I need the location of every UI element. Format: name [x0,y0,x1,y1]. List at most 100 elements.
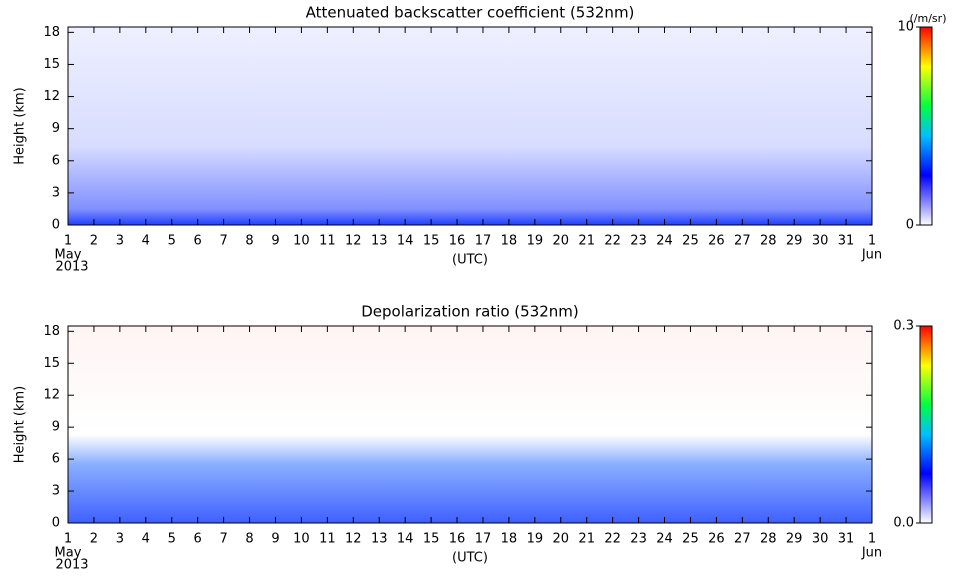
x-tick-label: 8 [245,532,253,547]
x-tick-label: 1 [64,532,72,547]
x-tick-label: 7 [219,234,227,249]
colorbar-tick-label: 0.3 [893,319,914,334]
y-tick-label: 9 [52,121,60,136]
chart-title: Attenuated backscatter coefficient (532n… [306,4,635,22]
y-tick-label: 18 [43,25,60,40]
x-tick-label: 23 [630,532,647,547]
x-tick-label: 11 [319,532,336,547]
x-tick-label: 16 [449,234,466,249]
y-tick-label: 0 [52,516,60,531]
y-tick-label: 12 [43,388,60,403]
end-month: Jun [861,248,882,263]
start-month: May [55,248,82,263]
image-field [68,27,872,225]
x-tick-label: 12 [345,234,362,249]
y-tick-label: 9 [52,420,60,435]
y-axis-label: Height (km) [13,386,28,463]
x-tick-label: 13 [371,234,388,249]
y-axis-label: Height (km) [13,87,28,164]
image-field [68,326,872,523]
x-tick-label: 31 [838,532,855,547]
x-tick-label: 4 [142,234,150,249]
x-tick-label: 25 [682,234,699,249]
charts: Attenuated backscatter coefficient (532n… [13,4,947,573]
x-tick-label: 3 [116,532,124,547]
x-tick-label: 21 [578,532,595,547]
x-tick-label: 5 [168,234,176,249]
x-tick-label: 28 [760,234,777,249]
colorbar-tick-label: 0.0 [893,516,914,531]
x-tick-label: 19 [527,532,544,547]
colorbar-tick-label: 0 [906,218,914,233]
x-tick-label: 22 [604,234,621,249]
x-tick-label: 12 [345,532,362,547]
y-tick-label: 0 [52,218,60,233]
x-tick-label: 26 [708,234,725,249]
x-tick-label: 2 [90,234,98,249]
plot-frame [67,325,873,524]
x-tick-label: 6 [194,234,202,249]
x-tick-label: 27 [734,532,751,547]
x-tick-label: 2 [90,532,98,547]
x-tick-label: 10 [293,532,310,547]
x-tick-label: 21 [578,234,595,249]
x-tick-label: 6 [194,532,202,547]
x-tick-label: 15 [423,532,440,547]
x-tick-label: 28 [760,532,777,547]
x-tick-label: 11 [319,234,336,249]
year: 2013 [55,558,88,573]
y-tick-label: 18 [43,324,60,339]
colorbar-label: (/m/sr) [910,12,947,25]
x-tick-label: 20 [553,234,570,249]
end-month: Jun [861,546,882,561]
x-tick-label: 7 [219,532,227,547]
x-tick-label: 25 [682,532,699,547]
start-month: May [55,546,82,561]
y-tick-label: 6 [52,153,60,168]
y-tick-label: 12 [43,89,60,104]
year: 2013 [55,260,88,275]
colorbar [919,26,933,226]
x-tick-label: 30 [812,532,829,547]
x-axis-label: (UTC) [452,551,488,566]
x-tick-label: 17 [475,532,492,547]
x-tick-label: 19 [527,234,544,249]
x-tick-label: 1 [868,234,876,249]
chart-title: Depolarization ratio (532nm) [361,303,579,321]
x-tick-label: 9 [271,532,279,547]
x-tick-label: 9 [271,234,279,249]
x-tick-label: 1 [64,234,72,249]
x-tick-label: 20 [553,532,570,547]
x-tick-label: 29 [786,532,803,547]
x-tick-label: 1 [868,532,876,547]
x-tick-label: 29 [786,234,803,249]
x-tick-label: 17 [475,234,492,249]
x-tick-label: 30 [812,234,829,249]
x-tick-label: 18 [501,532,518,547]
x-tick-label: 26 [708,532,725,547]
x-tick-label: 3 [116,234,124,249]
x-tick-label: 31 [838,234,855,249]
x-tick-label: 15 [423,234,440,249]
x-tick-label: 8 [245,234,253,249]
x-tick-label: 4 [142,532,150,547]
y-tick-label: 3 [52,484,60,499]
x-axis-label: (UTC) [452,253,488,268]
x-tick-label: 14 [397,234,414,249]
y-tick-label: 3 [52,185,60,200]
x-tick-label: 13 [371,532,388,547]
x-tick-label: 16 [449,532,466,547]
x-tick-label: 18 [501,234,518,249]
y-tick-label: 15 [43,57,60,72]
x-tick-label: 27 [734,234,751,249]
y-tick-label: 15 [43,356,60,371]
x-tick-label: 24 [656,532,673,547]
x-tick-label: 22 [604,532,621,547]
x-tick-label: 14 [397,532,414,547]
plot-frame [67,26,873,226]
colorbar-tick-label: 10 [897,20,914,35]
colorbar [919,325,933,524]
x-tick-label: 10 [293,234,310,249]
y-tick-label: 6 [52,452,60,467]
